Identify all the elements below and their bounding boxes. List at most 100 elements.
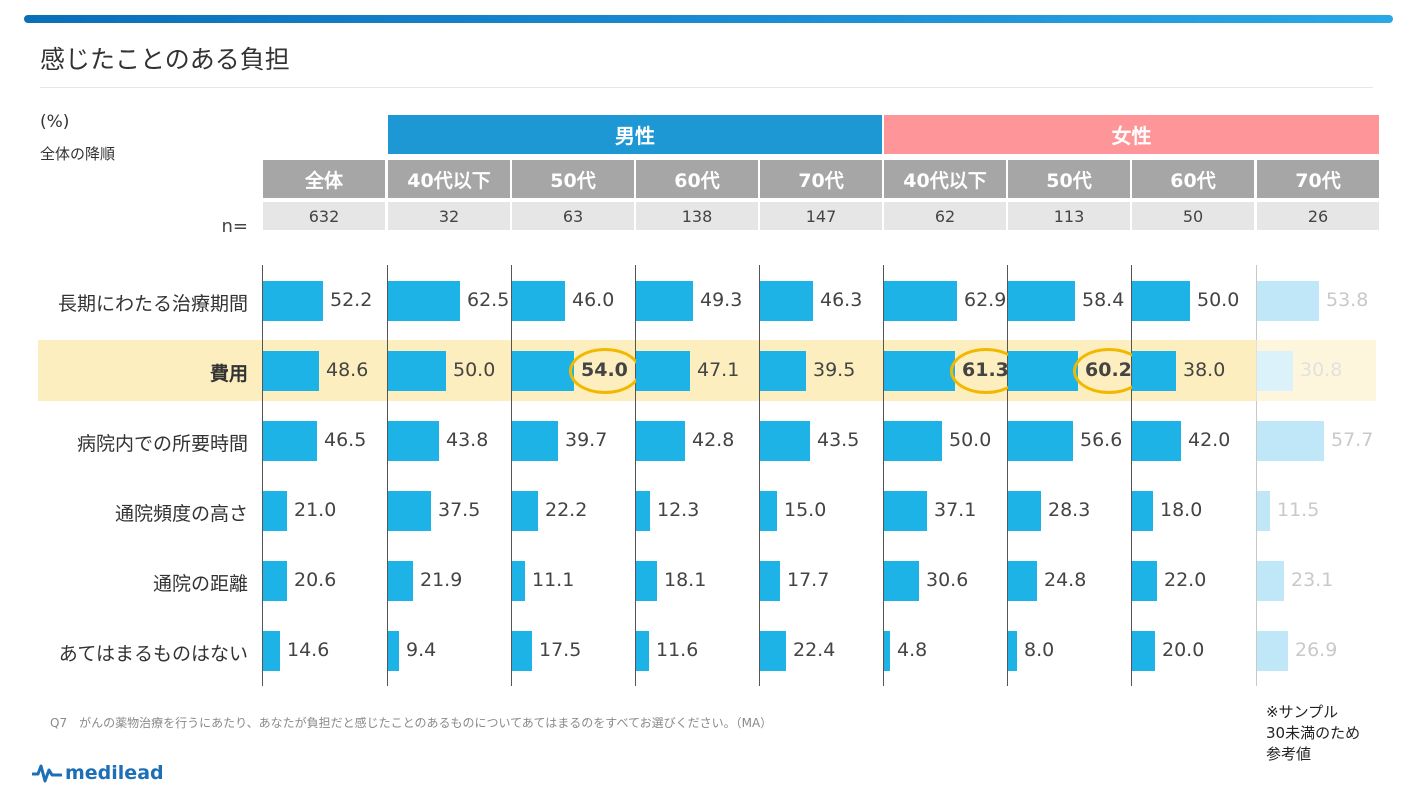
data-label: 22.0	[1164, 569, 1207, 591]
data-bar	[388, 281, 460, 321]
row-label: あてはまるものはない	[58, 643, 248, 665]
data-label: 22.2	[545, 499, 588, 521]
page-title: 感じたことのある負担	[40, 45, 290, 74]
data-bar	[884, 631, 890, 671]
data-bar	[760, 281, 813, 321]
column-axis-line	[387, 265, 388, 686]
data-label: 46.0	[572, 289, 615, 311]
data-bar	[263, 631, 280, 671]
data-label: 49.3	[700, 289, 743, 311]
logo-text: medilead	[65, 762, 164, 784]
data-bar	[760, 561, 780, 601]
column-axis-line	[262, 265, 263, 686]
data-bar	[1257, 281, 1319, 321]
column-axis-line	[1256, 265, 1257, 686]
data-label: 4.8	[897, 639, 928, 661]
data-bar	[388, 351, 446, 391]
data-label: 9.4	[406, 639, 437, 661]
data-label: 17.7	[787, 569, 830, 591]
data-bar	[512, 561, 525, 601]
data-label: 46.5	[324, 429, 367, 451]
row-label: 通院頻度の高さ	[114, 503, 248, 525]
data-bar	[263, 491, 287, 531]
data-label: 42.0	[1188, 429, 1231, 451]
data-bar	[1132, 561, 1157, 601]
column-header: 60代	[636, 160, 758, 198]
data-label: 62.9	[964, 289, 1007, 311]
n-value: 632	[263, 202, 385, 230]
data-label: 18.1	[664, 569, 707, 591]
n-value: 113	[1008, 202, 1130, 230]
data-label: 22.4	[793, 639, 836, 661]
column-axis-line	[635, 265, 636, 686]
n-value: 32	[388, 202, 510, 230]
data-label: 21.0	[294, 499, 337, 521]
row-label: 費用	[209, 363, 248, 385]
data-label: 15.0	[784, 499, 827, 521]
data-bar	[1257, 491, 1270, 531]
data-label: 18.0	[1160, 499, 1203, 521]
unit-label: (%)	[40, 112, 70, 132]
data-bar	[884, 351, 955, 391]
column-header: 70代	[1257, 160, 1379, 198]
n-value: 50	[1132, 202, 1254, 230]
column-header: 40代以下	[388, 160, 510, 198]
data-bar	[388, 561, 413, 601]
data-bar	[263, 351, 319, 391]
highlight-ring	[569, 348, 641, 394]
data-label: 20.0	[1162, 639, 1205, 661]
data-bar	[263, 421, 317, 461]
column-axis-line	[759, 265, 760, 686]
column-axis-line	[511, 265, 512, 686]
data-bar	[1132, 281, 1190, 321]
data-bar	[388, 421, 439, 461]
data-bar	[1008, 351, 1078, 391]
data-bar	[636, 631, 649, 671]
data-bar	[1132, 631, 1155, 671]
data-bar	[263, 561, 287, 601]
column-header: 40代以下	[884, 160, 1006, 198]
data-label: 8.0	[1024, 639, 1055, 661]
n-value: 147	[760, 202, 882, 230]
data-bar	[760, 631, 786, 671]
data-bar	[388, 631, 399, 671]
data-bar	[884, 421, 942, 461]
data-label: 20.6	[294, 569, 337, 591]
sort-note: 全体の降順	[40, 145, 116, 163]
column-axis-line	[883, 265, 884, 686]
data-bar	[636, 561, 657, 601]
data-bar	[1257, 351, 1293, 391]
data-label: 30.8	[1300, 359, 1343, 381]
data-label: 26.9	[1295, 639, 1338, 661]
data-label: 50.0	[453, 359, 496, 381]
n-value: 63	[512, 202, 634, 230]
data-label: 43.8	[446, 429, 489, 451]
data-label: 11.6	[656, 639, 699, 661]
column-axis-line	[1131, 265, 1132, 686]
group-header-male: 男性	[388, 115, 882, 154]
data-label: 28.3	[1048, 499, 1091, 521]
column-header: 70代	[760, 160, 882, 198]
data-bar	[636, 281, 693, 321]
data-bar	[636, 491, 650, 531]
data-bar	[760, 421, 810, 461]
data-bar	[1008, 561, 1037, 601]
group-header-female: 女性	[884, 115, 1379, 154]
data-label: 11.1	[532, 569, 575, 591]
data-bar	[884, 281, 957, 321]
data-label: 57.7	[1331, 429, 1374, 451]
data-label: 39.5	[813, 359, 856, 381]
reference-note-line: 30未満のため	[1266, 724, 1361, 742]
data-label: 37.5	[438, 499, 481, 521]
data-label: 48.6	[326, 359, 369, 381]
column-header: 50代	[512, 160, 634, 198]
data-bar	[1008, 421, 1073, 461]
data-label: 21.9	[420, 569, 463, 591]
data-bar	[760, 491, 777, 531]
data-label: 56.6	[1080, 429, 1123, 451]
data-label: 50.0	[1197, 289, 1240, 311]
data-label: 30.6	[926, 569, 969, 591]
data-label: 39.7	[565, 429, 608, 451]
data-label: 14.6	[287, 639, 330, 661]
data-label: 46.3	[820, 289, 863, 311]
